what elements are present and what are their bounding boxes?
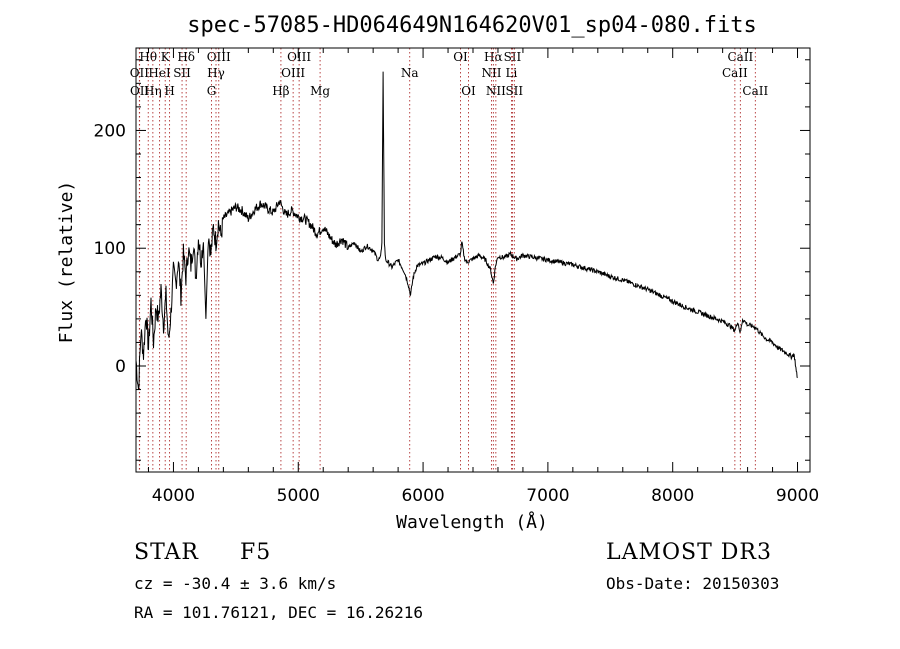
spectrum-line-0 xyxy=(135,71,798,390)
x-axis-label: Wavelength (Å) xyxy=(396,511,548,533)
line-label-19: Hα xyxy=(484,50,503,64)
y-tick-label-2: 200 xyxy=(94,121,126,141)
line-label-3: Hη xyxy=(144,84,162,98)
line-label-8: Hδ xyxy=(177,50,195,64)
line-label-24: SII xyxy=(505,84,523,98)
line-label-17: OI xyxy=(453,50,468,64)
line-label-26: CaII xyxy=(722,66,748,80)
line-label-15: Mg xyxy=(310,84,330,98)
axis-ticks: 4000 5000 6000 7000 8000 9000 0 100 200 xyxy=(94,48,819,506)
line-label-27: CaII xyxy=(742,84,768,98)
x-tick-label-0: 4000 xyxy=(152,486,195,506)
y-tick-label-0: 0 xyxy=(115,357,126,377)
x-tick-label-2: 6000 xyxy=(401,486,444,506)
x-tick-label-1: 5000 xyxy=(277,486,320,506)
y-tick-label-1: 100 xyxy=(94,239,126,259)
x-tick-label-5: 9000 xyxy=(776,486,819,506)
line-label-6: H xyxy=(164,84,174,98)
line-label-22: Li xyxy=(506,66,518,80)
plot-frame xyxy=(135,47,811,473)
line-label-16: Na xyxy=(401,66,419,80)
line-label-25: CaII xyxy=(727,50,753,64)
line-label-14: OIII xyxy=(281,66,305,80)
line-label-21: NII xyxy=(481,66,501,80)
chart-title: spec-57085-HD064649N164620V01_sp04-080.f… xyxy=(187,13,757,38)
object-subclass: F5 xyxy=(240,540,272,565)
line-label-10: Hγ xyxy=(207,66,225,80)
line-label-5: K xyxy=(161,50,171,64)
object-class: STAR xyxy=(134,540,199,565)
line-label-12: Hβ xyxy=(272,84,289,98)
x-tick-label-3: 7000 xyxy=(526,486,569,506)
observation-date: Obs-Date: 20150303 xyxy=(606,574,780,593)
line-label-9: OIII xyxy=(207,50,231,64)
line-label-18: OI xyxy=(461,84,476,98)
line-label-13: OIII xyxy=(287,50,311,64)
line-label-2: OII xyxy=(130,84,150,98)
line-label-4: HeI xyxy=(148,66,171,80)
spectrum-series xyxy=(135,71,798,390)
line-label-7: SII xyxy=(173,66,191,80)
line-label-23: NII xyxy=(486,84,506,98)
sky-coordinates: RA = 101.76121, DEC = 16.26216 xyxy=(134,603,423,622)
y-axis-label: Flux (relative) xyxy=(56,181,77,344)
line-label-20: SII xyxy=(504,50,522,64)
survey-name: LAMOST DR3 xyxy=(606,540,772,565)
line-label-11: G xyxy=(207,84,217,98)
x-tick-label-4: 8000 xyxy=(651,486,694,506)
redshift-velocity: cz = -30.4 ± 3.6 km/s xyxy=(134,574,337,593)
